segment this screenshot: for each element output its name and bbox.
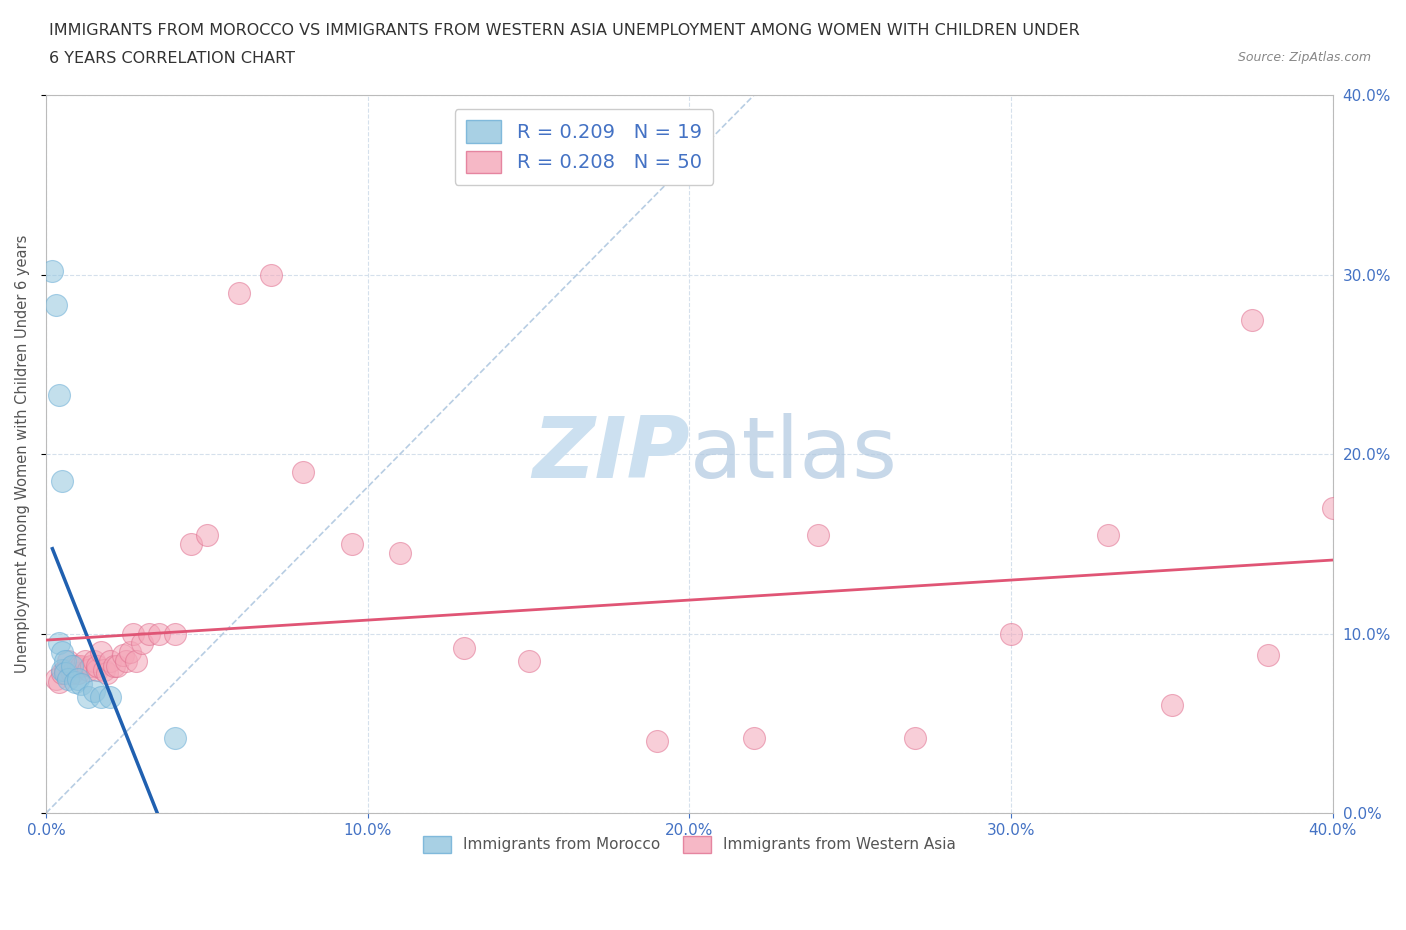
Point [138, 626, 160, 641]
Point [63, 674, 86, 689]
Point [45, 671, 67, 686]
Point [67, 658, 90, 673]
Point [148, 626, 170, 641]
Point [1161, 698, 1184, 713]
Point [58, 671, 80, 686]
Point [517, 653, 540, 668]
Point [1322, 500, 1344, 515]
Point [45, 298, 67, 312]
Point [48, 674, 70, 689]
Text: atlas: atlas [689, 413, 897, 496]
Point [453, 641, 475, 656]
Point [67, 666, 90, 681]
Point [292, 465, 315, 480]
Point [103, 658, 125, 673]
Point [1000, 626, 1022, 641]
Point [163, 730, 186, 745]
Text: Source: ZipAtlas.com: Source: ZipAtlas.com [1237, 51, 1371, 64]
Legend: Immigrants from Morocco, Immigrants from Western Asia: Immigrants from Morocco, Immigrants from… [418, 830, 962, 859]
Point [86, 658, 108, 673]
Point [60, 666, 83, 681]
Point [340, 537, 363, 551]
Point [76, 662, 98, 677]
Point [70, 676, 93, 691]
Point [51, 666, 73, 681]
Point [260, 268, 283, 283]
Point [51, 644, 73, 659]
Point [121, 626, 143, 641]
Point [388, 546, 411, 561]
Point [53, 666, 76, 681]
Point [80, 658, 103, 673]
Point [83, 653, 105, 668]
Point [118, 644, 141, 659]
Point [67, 671, 90, 686]
Point [53, 662, 76, 677]
Point [131, 635, 153, 650]
Point [70, 658, 93, 673]
Point [645, 734, 668, 749]
Point [903, 730, 925, 745]
Point [98, 689, 121, 704]
Point [98, 653, 121, 668]
Text: ZIP: ZIP [531, 413, 689, 496]
Point [58, 653, 80, 668]
Point [83, 684, 105, 698]
Point [53, 653, 76, 668]
Point [63, 658, 86, 673]
Text: IMMIGRANTS FROM MOROCCO VS IMMIGRANTS FROM WESTERN ASIA UNEMPLOYMENT AMONG WOMEN: IMMIGRANTS FROM MOROCCO VS IMMIGRANTS FR… [49, 23, 1080, 38]
Point [742, 730, 765, 745]
Point [112, 648, 135, 663]
Point [60, 658, 83, 673]
Point [93, 662, 115, 677]
Point [115, 653, 138, 668]
Point [86, 662, 108, 677]
Point [807, 527, 830, 542]
Point [96, 666, 118, 681]
Point [163, 626, 186, 641]
Point [125, 653, 148, 668]
Y-axis label: Unemployment Among Women with Children Under 6 years: Unemployment Among Women with Children U… [15, 235, 30, 673]
Point [41, 264, 63, 279]
Point [195, 527, 218, 542]
Point [90, 644, 112, 659]
Point [105, 658, 128, 673]
Point [51, 473, 73, 488]
Point [1241, 312, 1264, 327]
Point [180, 537, 202, 551]
Point [76, 689, 98, 704]
Text: 6 YEARS CORRELATION CHART: 6 YEARS CORRELATION CHART [49, 51, 295, 66]
Point [228, 286, 250, 300]
Point [90, 689, 112, 704]
Point [48, 635, 70, 650]
Point [1257, 648, 1279, 663]
Point [1097, 527, 1119, 542]
Point [73, 653, 96, 668]
Point [48, 388, 70, 403]
Point [51, 662, 73, 677]
